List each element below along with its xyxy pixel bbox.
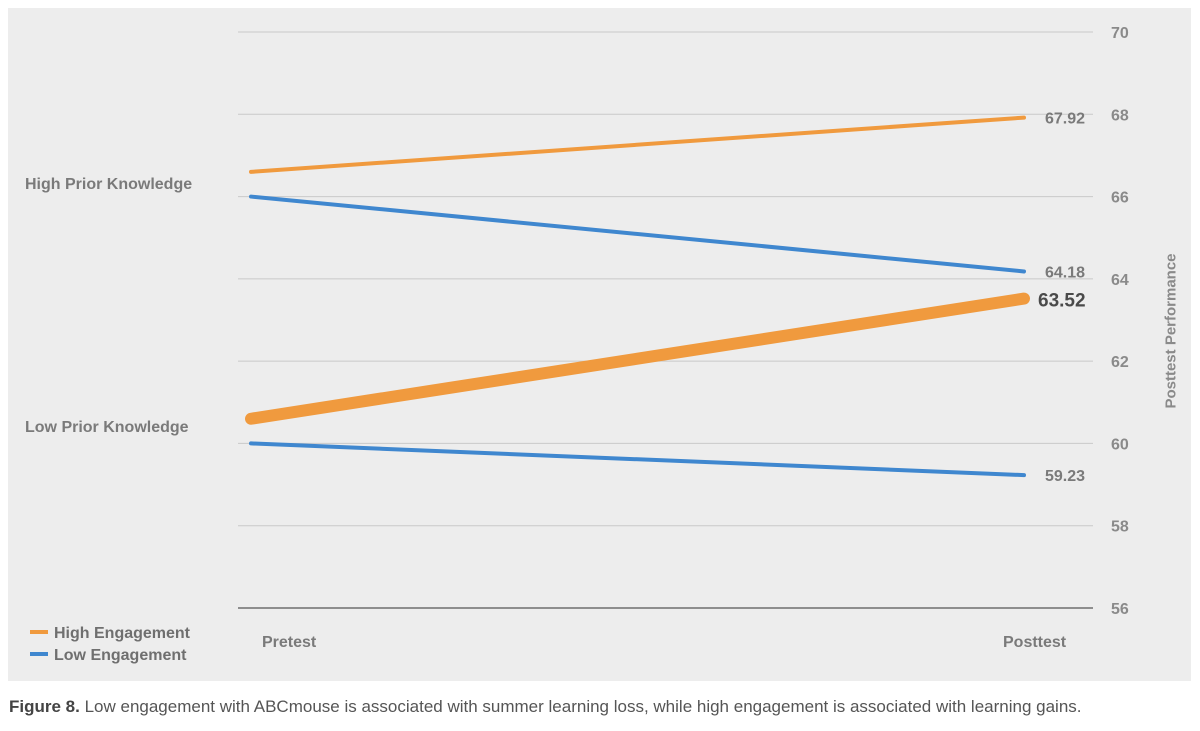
data-label-67.92: 67.92 <box>1045 111 1085 128</box>
row-label-high-prior-knowledge: High Prior Knowledge <box>25 176 193 193</box>
series-line-low-prior-high-engagement <box>245 292 1030 425</box>
x-tick-label-pretest: Pretest <box>262 634 317 651</box>
legend-item-low-engagement: Low Engagement <box>30 647 186 665</box>
y-tick-label-64: 64 <box>1111 272 1129 289</box>
legend-label-low-engagement: Low Engagement <box>54 647 187 664</box>
series-line-high-prior-high-engagement <box>249 115 1026 174</box>
y-tick-label-60: 60 <box>1111 436 1129 453</box>
x-tick-label-posttest: Posttest <box>1003 634 1067 651</box>
y-axis-label: Posttest Performance <box>1162 253 1180 409</box>
legend-label-high-engagement: High Engagement <box>54 625 191 642</box>
caption-text: Low engagement with ABCmouse is associat… <box>79 697 1082 716</box>
figure-caption: Figure 8. Low engagement with ABCmouse i… <box>9 697 1082 717</box>
series-line-high-prior-low-engagement <box>249 194 1026 274</box>
data-label-64.18: 64.18 <box>1045 264 1085 281</box>
legend-item-high-engagement: High Engagement <box>30 625 190 643</box>
y-tick-label-62: 62 <box>1111 354 1129 371</box>
data-label-63.52: 63.52 <box>1038 291 1086 312</box>
y-tick-label-70: 70 <box>1111 25 1129 42</box>
caption-prefix: Figure 8. <box>9 697 80 716</box>
chart-panel: 56 58 60 62 64 66 68 70 67.92 64.18 63.52 59.23 Hig… <box>8 8 1191 681</box>
y-tick-label-58: 58 <box>1111 519 1129 536</box>
row-label-low-prior-knowledge: Low Prior Knowledge <box>25 419 189 436</box>
y-tick-label-56: 56 <box>1111 601 1129 618</box>
data-label-59.23: 59.23 <box>1045 468 1085 485</box>
legend-swatch-high-engagement <box>30 629 48 634</box>
y-tick-label-68: 68 <box>1111 107 1129 124</box>
line-chart: 56 58 60 62 64 66 68 70 67.92 64.18 63.52 59.23 <box>238 25 1129 618</box>
legend-swatch-low-engagement <box>30 651 48 656</box>
series-line-low-prior-low-engagement <box>249 441 1026 478</box>
y-tick-label-66: 66 <box>1111 190 1129 207</box>
